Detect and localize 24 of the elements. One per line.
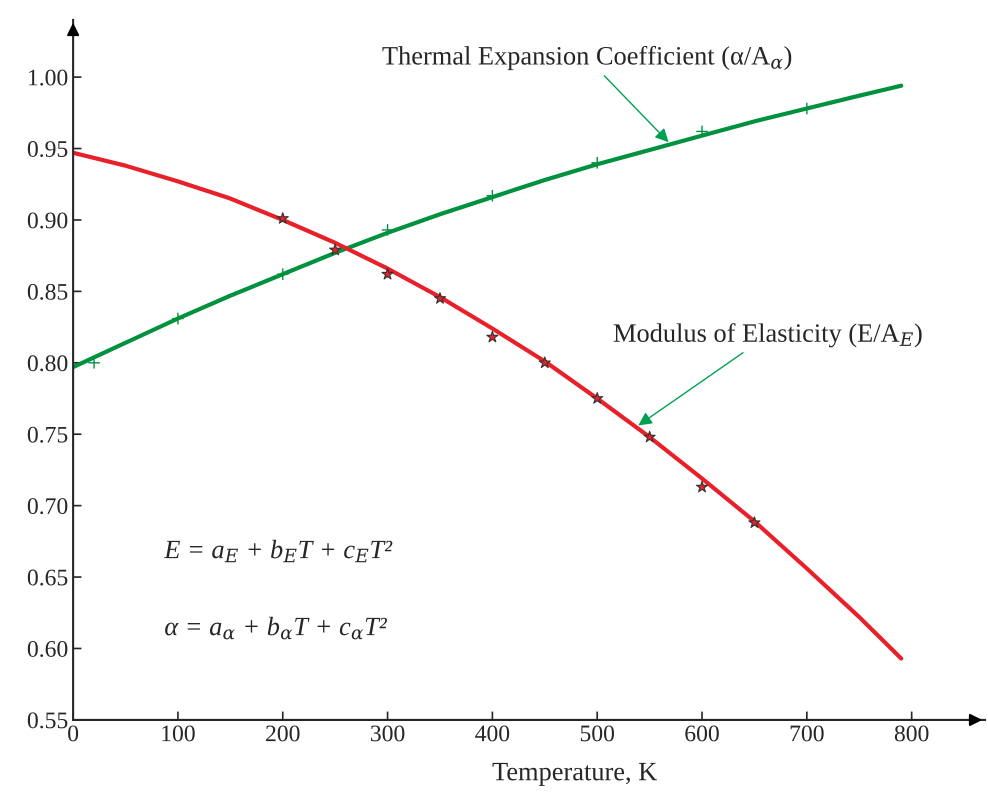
x-tick-label: 0 [68, 725, 78, 742]
annotation: E = a$_{E}$ + b$_{E}$T + c$_{E}$T² [164, 540, 392, 562]
y-tick-label: 0.85 [28, 284, 68, 300]
x-tick-label: 500 [580, 725, 614, 742]
x-tick-label: 800 [894, 725, 928, 742]
y-tick-label: 0.90 [28, 212, 68, 228]
annotation: α = a$_{α}$ + b$_{α}$T + c$_{α}$T² [165, 616, 388, 640]
y-tick-label: 0.75 [28, 426, 68, 443]
x-tick-label: 300 [370, 725, 404, 742]
x-tick-label: 600 [685, 725, 719, 742]
y-tick-label: 0.65 [28, 570, 68, 586]
annotation: Thermal Expansion Coefficient (α/A$_{α}$) [382, 46, 792, 70]
y-tick-label: 0.80 [28, 355, 68, 372]
y-tick-label: 1.00 [29, 70, 68, 86]
annotation: Modulus of Elasticity (E/A$_{E}$) [614, 323, 922, 348]
y-tick-label: 0.70 [28, 498, 68, 514]
x-tick-label: 200 [266, 725, 300, 742]
x-tick-label: 400 [475, 725, 510, 742]
x-tick-label: 100 [162, 725, 195, 742]
x-axis-title: Temperature, K [492, 762, 657, 786]
y-tick-label: 0.95 [28, 141, 68, 158]
y-tick-label: 0.60 [28, 640, 68, 658]
x-tick-label: 700 [790, 725, 824, 742]
y-tick-label: 0.55 [28, 712, 68, 728]
